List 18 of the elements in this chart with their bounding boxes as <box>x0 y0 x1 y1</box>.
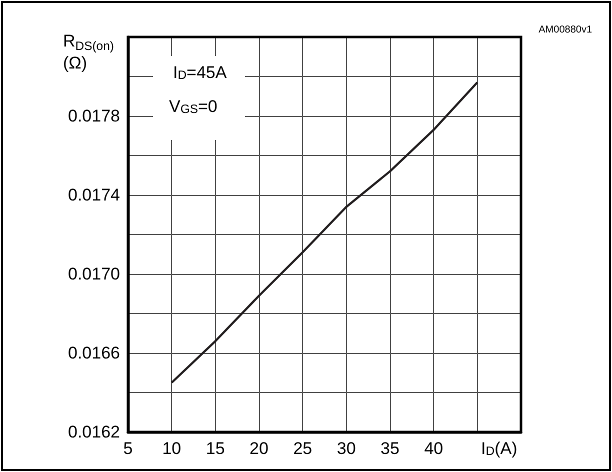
x-tick-label: 40 <box>424 439 444 458</box>
y-tick-label: 0.0178 <box>68 106 120 126</box>
text: AM00880v1 <box>538 24 592 36</box>
x-tick-label: 15 <box>206 439 225 458</box>
annotation: ID=45A <box>173 63 228 82</box>
x-tick-label: 35 <box>380 439 400 458</box>
y-tick-label: 0.0174 <box>68 186 120 204</box>
line-series <box>170 81 478 384</box>
y-tick-label: 0.0162 <box>68 422 120 442</box>
x-tick-label: 5 <box>123 439 133 458</box>
y-tick-label: 0.0166 <box>68 344 120 362</box>
x-tick-label: 20 <box>250 439 268 458</box>
x-tick-label: 25 <box>293 439 312 458</box>
x-tick-label: 30 <box>336 439 356 458</box>
x-tick-label: 10 <box>162 439 182 458</box>
x-axis-title: ID(A) <box>481 439 518 458</box>
y-tick-label: 0.0170 <box>68 264 120 284</box>
annotation: VGS=0 <box>169 97 218 116</box>
